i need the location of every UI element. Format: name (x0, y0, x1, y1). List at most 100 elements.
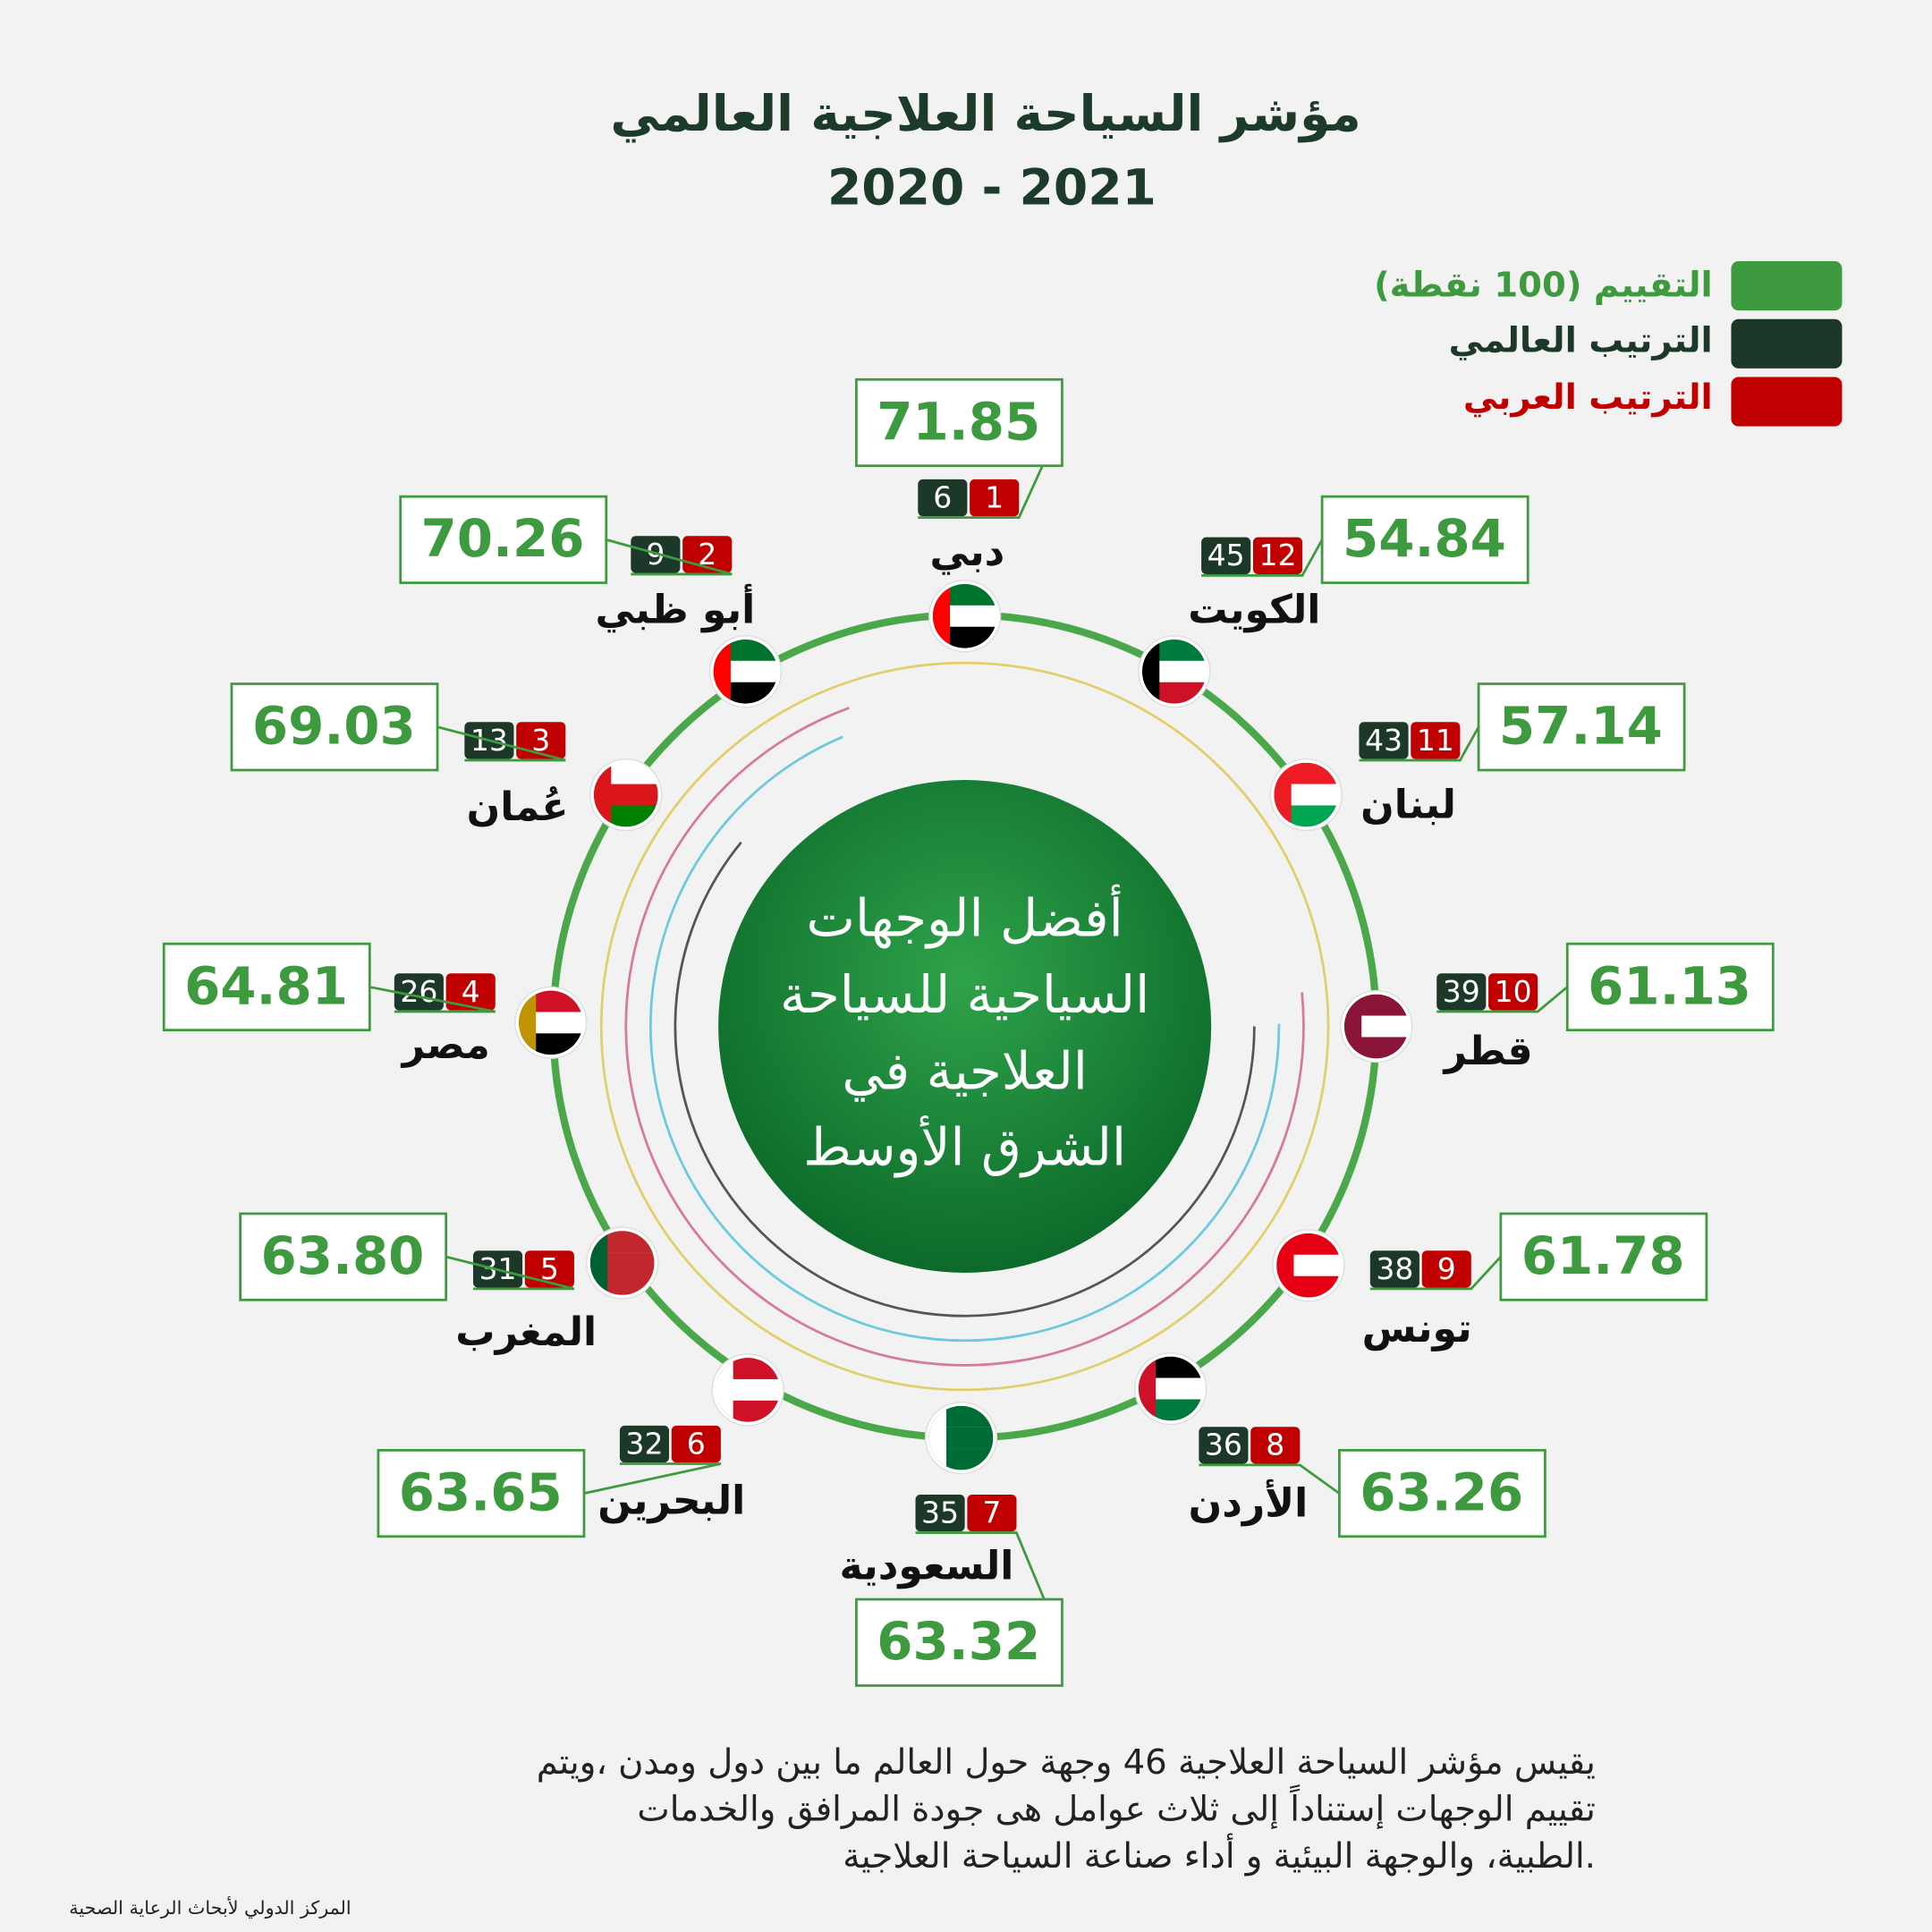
score: 69.03 (252, 696, 416, 757)
legend-label: الترتيب العالمي (1449, 320, 1713, 360)
score: 63.80 (260, 1225, 424, 1286)
flag (1274, 762, 1339, 827)
arab-rank-box (1488, 973, 1538, 1011)
flag-hoist (589, 1231, 608, 1295)
score: 61.78 (1521, 1225, 1685, 1286)
flag (589, 1231, 655, 1295)
score-box (399, 495, 608, 584)
source: المركز الدولي لأبحاث الرعاية الصحية (69, 1896, 351, 1919)
connector (1436, 986, 1569, 1013)
arab-rank-box (1411, 722, 1461, 759)
world-rank: 26 (400, 974, 437, 1009)
ring (624, 686, 1305, 1367)
flag-hoist (1138, 1356, 1157, 1421)
score-box (162, 942, 371, 1032)
world-rank-box (394, 973, 444, 1011)
arab-rank: 7 (982, 1496, 1001, 1530)
score: 70.26 (421, 508, 585, 569)
center-line: العلاجية في (842, 1040, 1088, 1102)
connector (606, 538, 733, 576)
destination: الأردن 36 8 63.26 (1134, 1352, 1546, 1538)
arab-rank-box (1252, 537, 1303, 574)
flag (716, 1358, 780, 1422)
score-box (377, 1449, 586, 1538)
flag-hoist (518, 990, 537, 1055)
destination-name: تونس (1362, 1306, 1472, 1352)
flag-hoist (928, 1405, 946, 1470)
arab-rank: 6 (687, 1426, 706, 1461)
connector (583, 1462, 722, 1495)
score-box (855, 1597, 1063, 1687)
destination-name: أبو ظبي (596, 584, 756, 633)
world-rank-box (1369, 1250, 1419, 1288)
arab-rank: 10 (1495, 974, 1532, 1009)
center-text: أفضل الوجهات السياحية للسياحة العلاجية في ا… (780, 885, 1149, 1179)
legend-swatch (1731, 318, 1843, 369)
flag (593, 762, 658, 827)
legend-label: التقييم (100 نقطة) (1374, 265, 1713, 305)
world-rank: 35 (921, 1496, 959, 1530)
destination-name: لبنان (1360, 782, 1456, 827)
flag (1343, 994, 1409, 1059)
score: 63.65 (399, 1462, 563, 1522)
score: 71.85 (877, 391, 1040, 452)
destination: لبنان 43 11 57.14 (1269, 682, 1686, 832)
connector (369, 986, 496, 1013)
arab-rank: 12 (1258, 538, 1296, 572)
arab-rank-box (445, 973, 496, 1011)
world-rank-box (1199, 1427, 1249, 1464)
score: 54.84 (1343, 508, 1506, 569)
destination-name: السعودية (839, 1544, 1013, 1589)
arab-rank: 8 (1266, 1428, 1284, 1462)
flag-hoist (713, 639, 731, 704)
flag (1141, 639, 1207, 704)
legend-swatch (1731, 377, 1843, 427)
center-line: الشرق الأوسط (803, 1116, 1126, 1179)
world-rank-box (619, 1425, 670, 1463)
destination: السعودية 35 7 63.32 (839, 1401, 1063, 1687)
world-rank: 32 (625, 1426, 663, 1461)
destination: قطر 39 10 61.13 (1340, 942, 1775, 1074)
flag-hoist (1274, 762, 1292, 827)
destination-name: قطر (1442, 1029, 1532, 1074)
score-box (1477, 682, 1686, 772)
world-rank: 38 (1376, 1251, 1413, 1286)
destination: دبي 6 1 71.85 (855, 377, 1063, 653)
arab-rank-box (967, 1494, 1017, 1532)
legend-label: الترتيب العربي (1463, 377, 1713, 418)
world-rank: 6 (933, 479, 952, 514)
destination-name: دبي (929, 530, 1004, 575)
destination-name: مصر (401, 1022, 490, 1068)
score-box (1499, 1212, 1708, 1301)
flag (928, 1405, 994, 1470)
destination-name: المغرب (455, 1309, 597, 1355)
world-rank-box (918, 479, 968, 517)
flag-hoist (1141, 639, 1160, 704)
flag-hoist (932, 583, 951, 648)
arab-rank-box (1421, 1250, 1471, 1288)
arab-rank-box (671, 1425, 721, 1463)
arab-rank: 5 (540, 1251, 559, 1286)
score: 63.32 (877, 1611, 1040, 1672)
world-rank-box (915, 1494, 965, 1532)
connector (445, 1255, 575, 1291)
arab-rank: 2 (698, 537, 716, 572)
flag-hoist (593, 762, 612, 827)
arab-rank: 1 (985, 479, 1004, 514)
destination-name: عُمان (467, 784, 569, 830)
connector (436, 725, 566, 762)
destination-name: الكويت (1188, 588, 1320, 633)
destination: الكويت 45 12 54.84 (1138, 495, 1530, 708)
score-box (230, 682, 439, 772)
score: 64.81 (184, 955, 348, 1016)
score-box (1320, 495, 1530, 584)
ring (648, 710, 1281, 1343)
world-rank: 43 (1365, 723, 1402, 758)
world-rank-box (1201, 537, 1251, 574)
arab-rank-box (970, 479, 1020, 517)
footer-line: الطبية، والوجهة البيئية و أداء صناعة الس… (843, 1833, 1596, 1877)
arab-rank: 9 (1437, 1251, 1456, 1286)
legend-swatch (1731, 261, 1843, 311)
